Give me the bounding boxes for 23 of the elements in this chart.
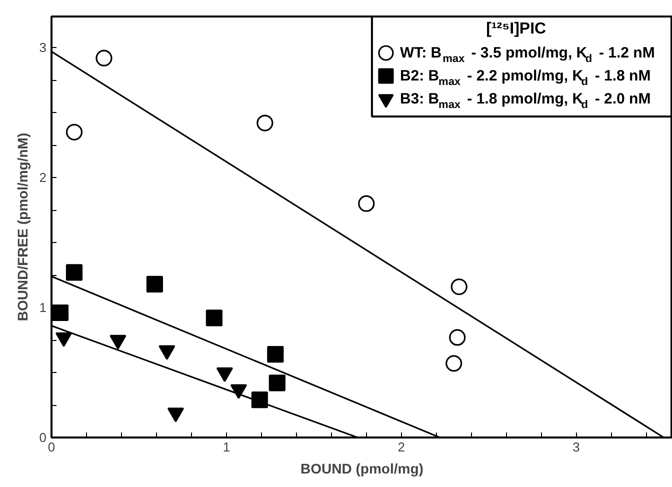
point [66,264,83,281]
y-tick-label: 2 [39,170,47,186]
point [450,278,468,296]
legend-title: [¹²⁵I]PIC [486,20,547,38]
point [358,195,375,212]
point [256,114,274,132]
point [449,329,466,346]
point [267,346,284,363]
x-tick-label: 3 [572,440,580,454]
point [446,355,462,372]
point [52,304,69,322]
point [146,276,164,292]
point [96,50,112,66]
y-tick-label: 1 [39,300,47,316]
x-tick-label: 1 [222,440,230,454]
x-axis-title: BOUND (pmol/mg) [300,460,424,476]
point [206,310,222,326]
y-tick-label: 3 [39,40,47,56]
y-axis-title: BOUND/FREE (pmol/mg/nM) [14,132,30,322]
point [268,374,286,392]
x-tick-label: 2 [398,440,405,454]
point [66,124,83,140]
y-tick-label: 0 [39,430,47,445]
